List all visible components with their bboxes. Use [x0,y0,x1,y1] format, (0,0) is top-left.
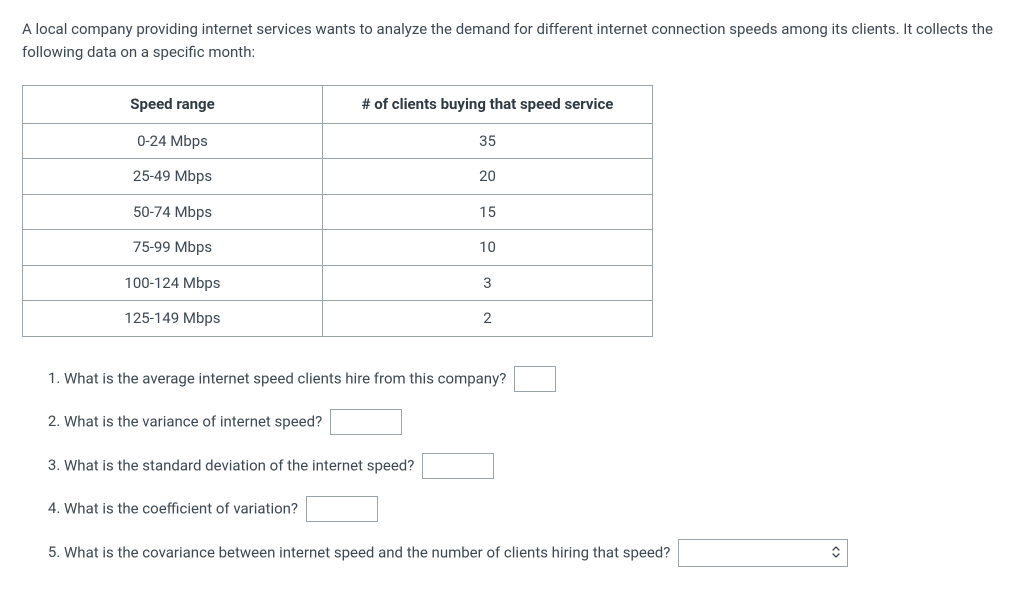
question-text: What is the variance of internet speed? [64,413,322,431]
question-2: What is the variance of internet speed? [64,408,1002,436]
answer-select-5[interactable] [678,539,848,567]
answer-select-wrap [678,539,848,567]
answer-input-2[interactable] [330,409,402,435]
cell-count: 3 [323,265,653,301]
table-row: 125-149 Mbps 2 [23,301,653,337]
cell-speed: 0-24 Mbps [23,123,323,159]
question-4: What is the coefficient of variation? [64,495,1002,523]
cell-count: 20 [323,159,653,195]
question-text: What is the average internet speed clien… [64,369,506,387]
answer-input-1[interactable] [514,366,556,392]
answer-input-4[interactable] [306,496,378,522]
col-header-clients: # of clients buying that speed service [323,86,653,124]
answer-input-3[interactable] [422,453,494,479]
data-table: Speed range # of clients buying that spe… [22,85,653,337]
cell-count: 10 [323,230,653,266]
cell-speed: 75-99 Mbps [23,230,323,266]
question-5: What is the covariance between internet … [64,539,1002,567]
cell-speed: 125-149 Mbps [23,301,323,337]
cell-speed: 50-74 Mbps [23,194,323,230]
cell-count: 15 [323,194,653,230]
table-row: 25-49 Mbps 20 [23,159,653,195]
cell-count: 35 [323,123,653,159]
col-header-speed: Speed range [23,86,323,124]
question-1: What is the average internet speed clien… [64,365,1002,393]
table-row: 0-24 Mbps 35 [23,123,653,159]
question-list: What is the average internet speed clien… [22,365,1002,567]
cell-count: 2 [323,301,653,337]
intro-text: A local company providing internet servi… [22,18,1002,63]
cell-speed: 25-49 Mbps [23,159,323,195]
table-row: 75-99 Mbps 10 [23,230,653,266]
table-row: 50-74 Mbps 15 [23,194,653,230]
table-row: 100-124 Mbps 3 [23,265,653,301]
question-3: What is the standard deviation of the in… [64,452,1002,480]
table-header-row: Speed range # of clients buying that spe… [23,86,653,124]
cell-speed: 100-124 Mbps [23,265,323,301]
question-text: What is the coefficient of variation? [64,500,298,518]
question-text: What is the standard deviation of the in… [64,456,414,474]
